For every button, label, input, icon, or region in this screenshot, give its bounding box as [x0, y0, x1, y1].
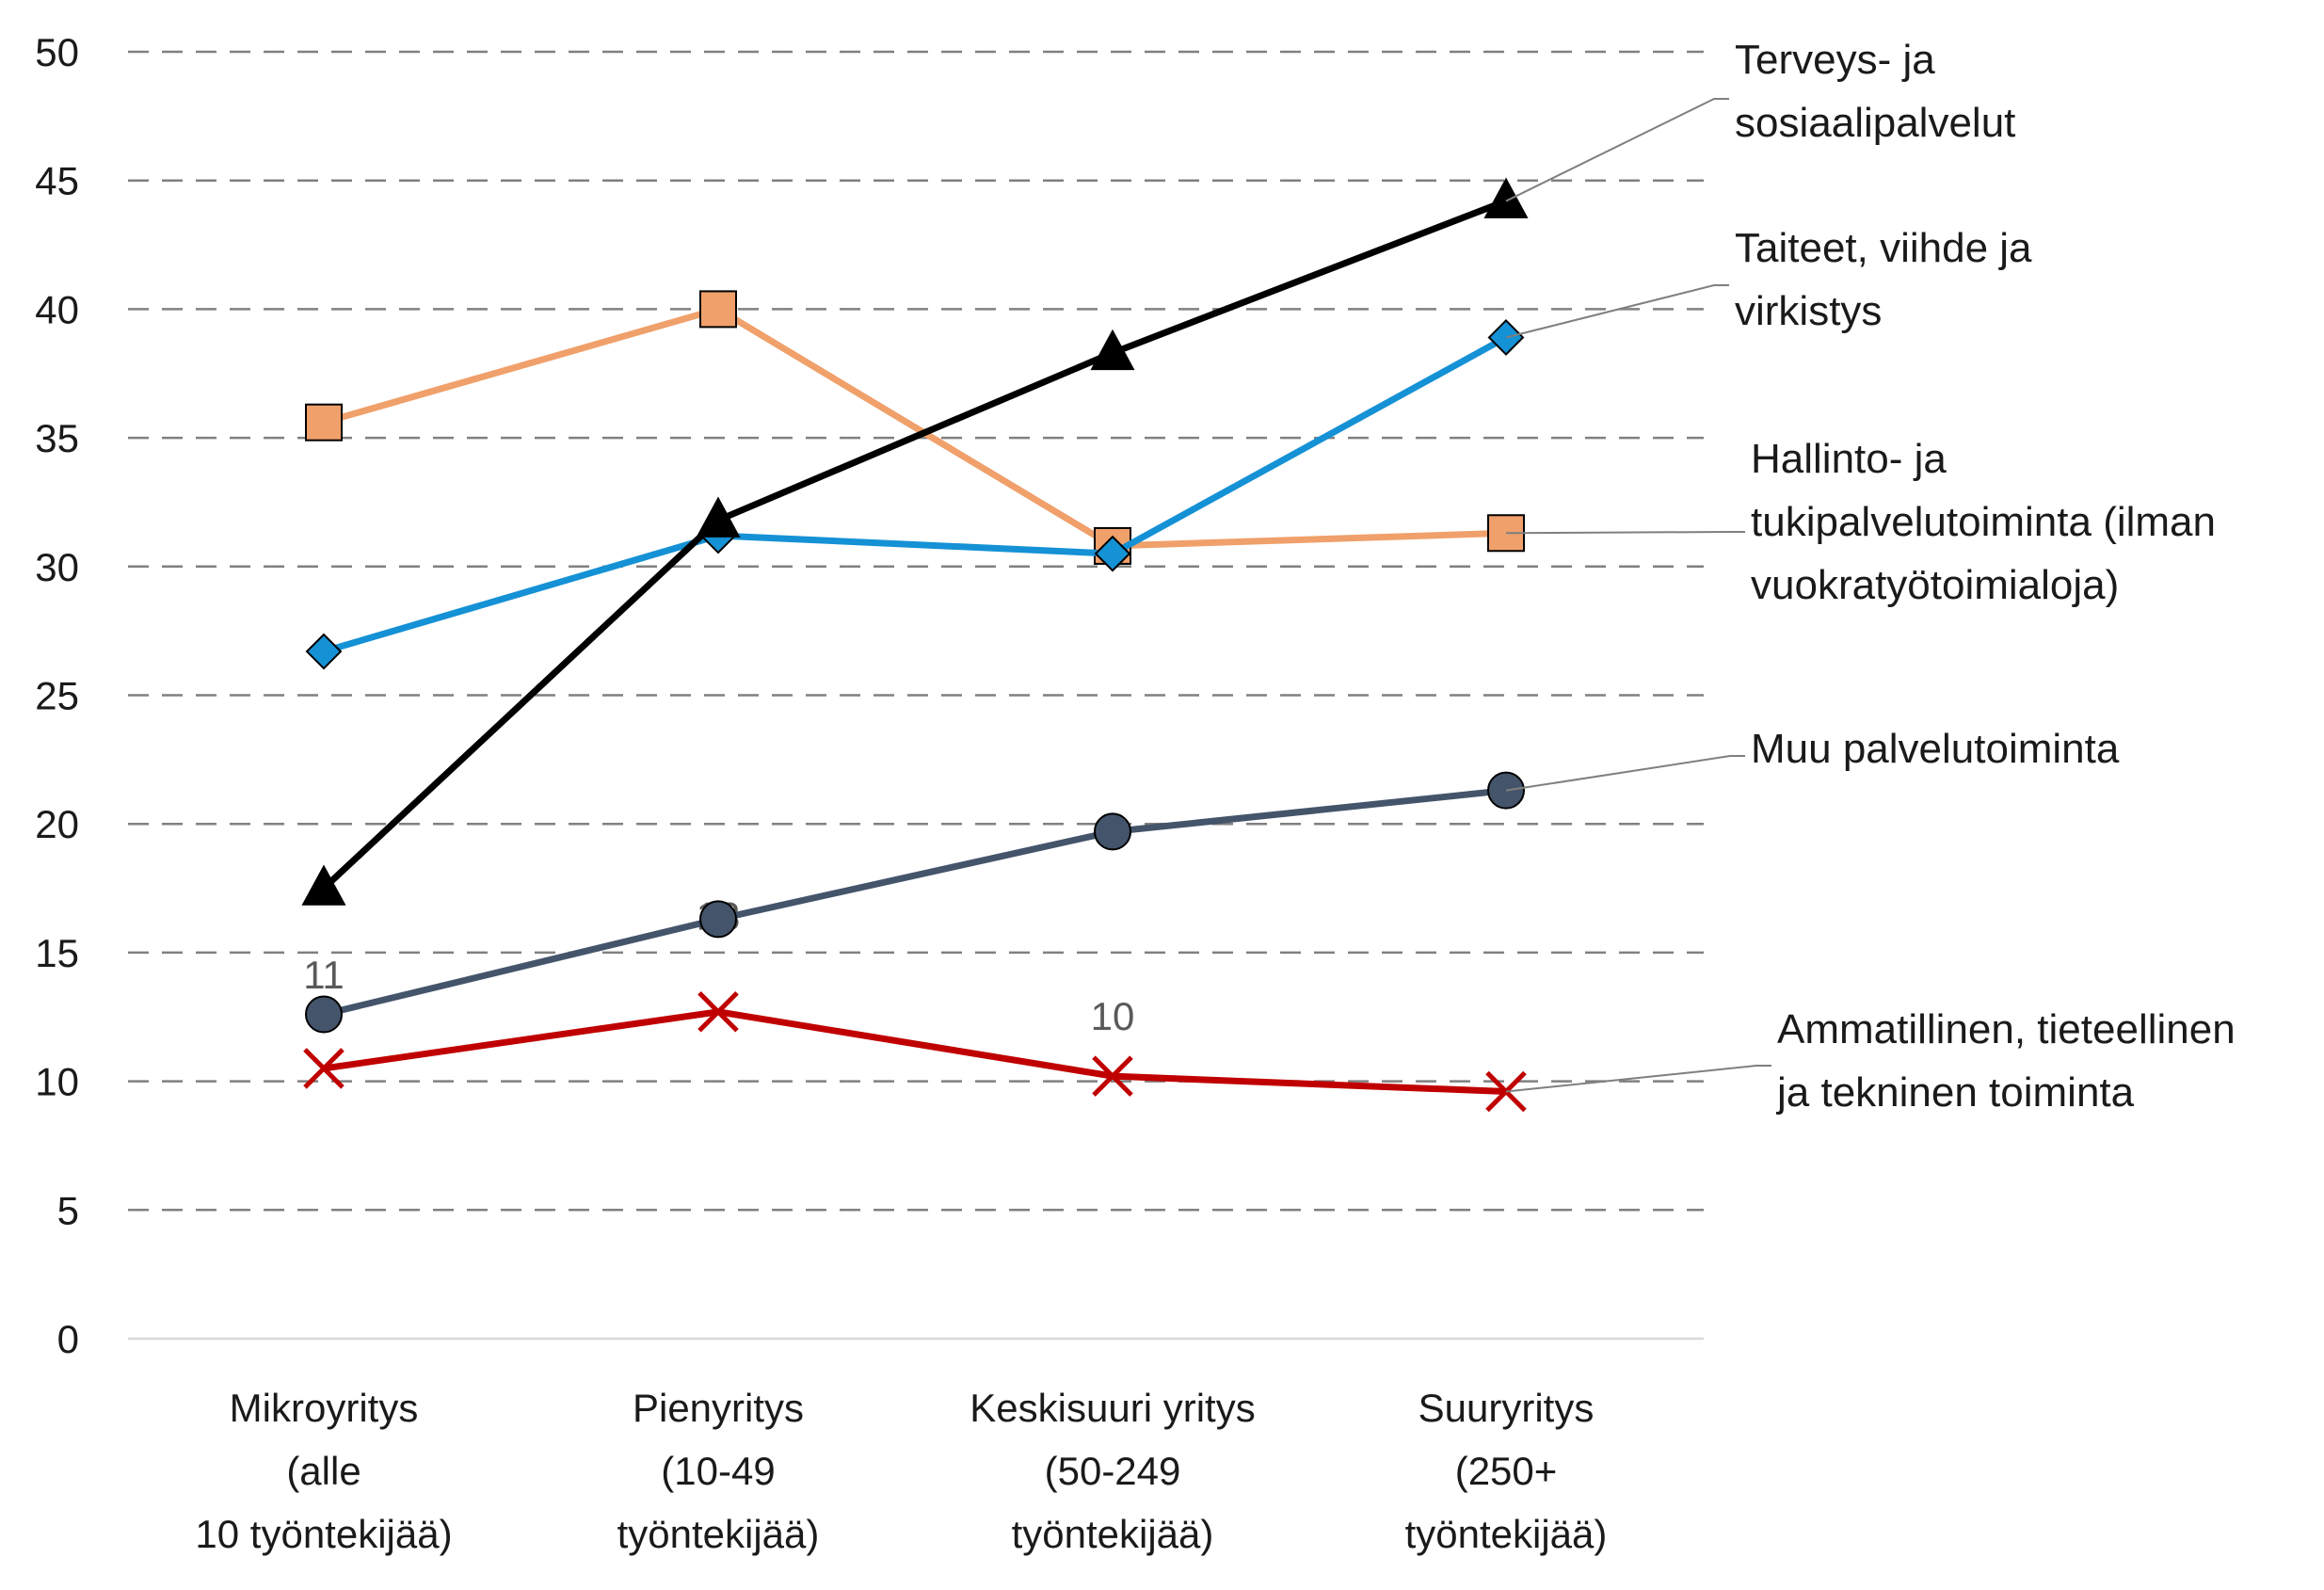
leader-line [1505, 284, 1729, 339]
x-tick-label-line: (50-249 [1045, 1449, 1181, 1493]
series-4 [305, 771, 1525, 1034]
marker-diamond [1094, 535, 1131, 572]
y-tick-label: 20 [35, 802, 79, 846]
series-line [323, 787, 1507, 1018]
x-tick-label-line: Suuryritys [1418, 1386, 1595, 1430]
y-tick-label: 0 [57, 1317, 79, 1361]
marker-x [1092, 1055, 1133, 1097]
gridlines [128, 50, 1704, 1341]
x-tick-label-line: työntekijää) [617, 1512, 820, 1556]
marker-triangle [1483, 177, 1529, 218]
legend-label-line: sosiaalipalvelut [1735, 100, 2015, 146]
y-tick-label: 50 [35, 30, 79, 74]
x-tick-label-line: (10-49 [661, 1449, 775, 1493]
legend-label-line: Taiteet, viihde ja [1735, 225, 2032, 271]
y-tick-label: 30 [35, 545, 79, 589]
x-tick-label-line: työntekijää) [1012, 1512, 1214, 1556]
leader-line [1505, 531, 1745, 535]
series-line [323, 1008, 1507, 1096]
leader-line [1505, 755, 1745, 792]
legend-label-line: Terveys- ja [1735, 37, 1935, 83]
leader-line [1505, 98, 1729, 202]
legend-label-line: Muu palvelutoiminta [1751, 726, 2120, 772]
legend-label-line: ja tekninen toiminta [1775, 1069, 2135, 1116]
y-tick-label: 15 [35, 931, 79, 975]
x-tick-label-line: (alle [286, 1449, 361, 1493]
legend-label-line: tukipalvelutoiminta (ilman [1751, 499, 2216, 545]
series-line [323, 305, 1507, 550]
x-tick-label-line: Mikroyritys [230, 1386, 419, 1430]
y-tick-label: 25 [35, 674, 79, 718]
x-tick-label-line: 10 työntekijää) [195, 1512, 452, 1556]
marker-x [303, 1048, 345, 1089]
marker-triangle [696, 496, 741, 538]
legend-label-line: vuokratyötoimialoja) [1751, 562, 2119, 608]
marker-circle [699, 900, 737, 939]
marker-circle [1094, 812, 1131, 851]
series-line [323, 334, 1508, 655]
x-tick-label-line: (250+ [1455, 1449, 1558, 1493]
legend-label: Muu palvelutoiminta [1751, 726, 2120, 772]
series-1 [301, 177, 1529, 906]
data-label: 10 [1091, 994, 1135, 1038]
y-tick-labels: 0 5 10 15 20 25 30 35 40 45 50 [35, 30, 79, 1361]
legend-label-line: virkistys [1735, 288, 1882, 334]
marker-x [697, 991, 739, 1033]
x-tick-label-line: Pienyritys [633, 1386, 804, 1430]
x-tick-label-line: työntekijää) [1405, 1512, 1608, 1556]
y-tick-label: 40 [35, 287, 79, 331]
x-tick-label: Suuryritys (250+ työntekijää) [1405, 1386, 1608, 1556]
legend-label: Terveys- ja sosiaalipalvelut [1735, 37, 2015, 146]
legend-label: Taiteet, viihde ja virkistys [1735, 225, 2032, 334]
marker-square [699, 290, 737, 329]
marker-triangle [1090, 329, 1135, 371]
series-5 [303, 991, 1527, 1113]
legend-label-line: Ammatillinen, tieteellinen [1777, 1006, 2236, 1052]
x-tick-label: Keskisuuri yritys (50-249 työntekijää) [970, 1386, 1255, 1556]
x-tick-label: Mikroyritys (alle 10 työntekijää) [195, 1386, 452, 1556]
y-tick-label: 35 [35, 416, 79, 460]
marker-diamond [305, 633, 343, 670]
marker-circle [305, 995, 343, 1034]
y-tick-label: 45 [35, 159, 79, 203]
data-label: 11 [303, 953, 345, 997]
legend: Terveys- ja sosiaalipalvelut Taiteet, viih… [1505, 37, 2236, 1116]
marker-triangle [301, 864, 346, 906]
y-tick-label: 10 [35, 1060, 79, 1104]
x-tick-label-line: Keskisuuri yritys [970, 1386, 1255, 1430]
legend-label: Ammatillinen, tieteellinen ja tekninen to… [1775, 1006, 2236, 1116]
y-tick-label: 5 [57, 1188, 79, 1232]
x-tick-label: Pienyritys (10-49 työntekijää) [617, 1386, 820, 1556]
x-tick-labels: Mikroyritys (alle 10 työntekijää) Pienyrity… [195, 1386, 1607, 1556]
legend-label-line: Hallinto- ja [1751, 436, 1947, 482]
legend-label: Hallinto- ja tukipalvelutoiminta (ilman vu… [1751, 436, 2216, 608]
series-line [321, 198, 1508, 891]
leader-line [1505, 1065, 1771, 1093]
marker-square [305, 403, 343, 442]
